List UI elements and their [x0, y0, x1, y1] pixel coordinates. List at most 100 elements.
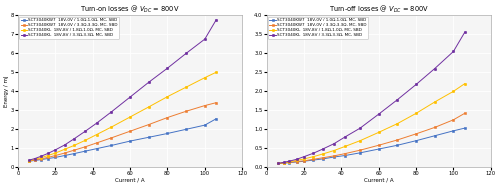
X-axis label: Current / A: Current / A [364, 178, 394, 183]
SCT3040KL  18V,8V / 1.8Ω,1.0Ω, MC, SBD [275, 162, 281, 165]
SCT3040KW7  18V,0V / 1.0Ω,1.0Ω, MC, SBD [432, 135, 438, 137]
SCT3040KL  18V,8V / 1.8Ω,1.0Ω, MC, SBD [202, 76, 208, 79]
Y-axis label: Energy / mJ: Energy / mJ [4, 76, 9, 107]
SCT3040KW7  18V,0V / 3.3Ω,3.3Ω, MC, SBD [32, 159, 38, 161]
SCT3040KW7  18V,0V / 3.3Ω,3.3Ω, MC, SBD [413, 133, 419, 135]
SCT3040KL  18V,8V / 3.3Ω,3.3Ω, MC, SBD [183, 52, 189, 54]
SCT3040KW7  18V,0V / 1.0Ω,1.0Ω, MC, SBD [413, 140, 419, 142]
SCT3040KW7  18V,0V / 1.0Ω,1.0Ω, MC, SBD [164, 132, 170, 135]
SCT3040KL  18V,8V / 1.8Ω,1.0Ω, MC, SBD [26, 160, 32, 162]
SCT3040KW7  18V,0V / 3.3Ω,3.3Ω, MC, SBD [26, 160, 32, 162]
SCT3040KL  18V,8V / 3.3Ω,3.3Ω, MC, SBD [26, 159, 32, 161]
SCT3040KL  18V,8V / 1.8Ω,1.0Ω, MC, SBD [62, 148, 68, 150]
SCT3040KL  18V,8V / 3.3Ω,3.3Ω, MC, SBD [432, 68, 438, 70]
SCT3040KL  18V,8V / 1.8Ω,1.0Ω, MC, SBD [357, 140, 363, 142]
SCT3040KL  18V,8V / 3.3Ω,3.3Ω, MC, SBD [342, 136, 348, 138]
SCT3040KL  18V,8V / 3.3Ω,3.3Ω, MC, SBD [413, 83, 419, 86]
SCT3040KL  18V,8V / 1.8Ω,1.0Ω, MC, SBD [164, 96, 170, 98]
SCT3040KW7  18V,0V / 3.3Ω,3.3Ω, MC, SBD [164, 116, 170, 119]
SCT3040KW7  18V,0V / 1.0Ω,1.0Ω, MC, SBD [32, 159, 38, 162]
SCT3040KW7  18V,0V / 3.3Ω,3.3Ω, MC, SBD [275, 162, 281, 165]
SCT3040KW7  18V,0V / 3.3Ω,3.3Ω, MC, SBD [62, 152, 68, 154]
SCT3040KW7  18V,0V / 1.0Ω,1.0Ω, MC, SBD [213, 118, 219, 120]
SCT3040KL  18V,8V / 1.8Ω,1.0Ω, MC, SBD [52, 152, 59, 154]
SCT3040KL  18V,8V / 3.3Ω,3.3Ω, MC, SBD [108, 111, 114, 113]
SCT3040KW7  18V,0V / 3.3Ω,3.3Ω, MC, SBD [450, 119, 456, 121]
SCT3040KL  18V,8V / 1.8Ω,1.0Ω, MC, SBD [286, 161, 292, 163]
SCT3040KW7  18V,0V / 3.3Ω,3.3Ω, MC, SBD [301, 160, 307, 162]
SCT3040KW7  18V,0V / 1.0Ω,1.0Ω, MC, SBD [357, 152, 363, 154]
SCT3040KW7  18V,0V / 1.0Ω,1.0Ω, MC, SBD [26, 160, 32, 162]
SCT3040KW7  18V,0V / 1.0Ω,1.0Ω, MC, SBD [331, 156, 337, 158]
SCT3040KL  18V,8V / 3.3Ω,3.3Ω, MC, SBD [146, 81, 152, 83]
Line: SCT3040KL  18V,8V / 1.8Ω,1.0Ω, MC, SBD: SCT3040KL 18V,8V / 1.8Ω,1.0Ω, MC, SBD [28, 71, 218, 162]
Line: SCT3040KW7  18V,0V / 1.0Ω,1.0Ω, MC, SBD: SCT3040KW7 18V,0V / 1.0Ω,1.0Ω, MC, SBD [276, 127, 466, 165]
SCT3040KL  18V,8V / 1.8Ω,1.0Ω, MC, SBD [146, 106, 152, 108]
SCT3040KL  18V,8V / 1.8Ω,1.0Ω, MC, SBD [45, 154, 51, 157]
X-axis label: Current / A: Current / A [116, 178, 145, 183]
SCT3040KW7  18V,0V / 3.3Ω,3.3Ω, MC, SBD [331, 155, 337, 157]
SCT3040KW7  18V,0V / 3.3Ω,3.3Ω, MC, SBD [183, 110, 189, 112]
SCT3040KL  18V,8V / 1.8Ω,1.0Ω, MC, SBD [183, 86, 189, 88]
SCT3040KL  18V,8V / 1.8Ω,1.0Ω, MC, SBD [331, 149, 337, 152]
SCT3040KW7  18V,0V / 3.3Ω,3.3Ω, MC, SBD [213, 102, 219, 104]
SCT3040KL  18V,8V / 1.8Ω,1.0Ω, MC, SBD [294, 159, 300, 162]
SCT3040KW7  18V,0V / 1.0Ω,1.0Ω, MC, SBD [280, 162, 286, 164]
SCT3040KL  18V,8V / 1.8Ω,1.0Ω, MC, SBD [376, 131, 382, 134]
SCT3040KL  18V,8V / 1.8Ω,1.0Ω, MC, SBD [320, 153, 326, 155]
SCT3040KW7  18V,0V / 3.3Ω,3.3Ω, MC, SBD [127, 130, 133, 132]
Title: Turn-off losses @ $V_{DC}$ = 800V: Turn-off losses @ $V_{DC}$ = 800V [329, 4, 428, 15]
SCT3040KW7  18V,0V / 3.3Ω,3.3Ω, MC, SBD [280, 162, 286, 164]
SCT3040KW7  18V,0V / 3.3Ω,3.3Ω, MC, SBD [202, 105, 208, 107]
SCT3040KL  18V,8V / 3.3Ω,3.3Ω, MC, SBD [320, 148, 326, 150]
SCT3040KW7  18V,0V / 3.3Ω,3.3Ω, MC, SBD [45, 156, 51, 159]
SCT3040KW7  18V,0V / 3.3Ω,3.3Ω, MC, SBD [376, 144, 382, 146]
SCT3040KW7  18V,0V / 3.3Ω,3.3Ω, MC, SBD [286, 161, 292, 163]
SCT3040KW7  18V,0V / 3.3Ω,3.3Ω, MC, SBD [71, 149, 77, 151]
SCT3040KL  18V,8V / 3.3Ω,3.3Ω, MC, SBD [286, 160, 292, 162]
SCT3040KL  18V,8V / 1.8Ω,1.0Ω, MC, SBD [450, 90, 456, 92]
SCT3040KL  18V,8V / 3.3Ω,3.3Ω, MC, SBD [202, 38, 208, 40]
Line: SCT3040KW7  18V,0V / 3.3Ω,3.3Ω, MC, SBD: SCT3040KW7 18V,0V / 3.3Ω,3.3Ω, MC, SBD [28, 102, 218, 162]
SCT3040KL  18V,8V / 3.3Ω,3.3Ω, MC, SBD [376, 113, 382, 115]
SCT3040KW7  18V,0V / 1.0Ω,1.0Ω, MC, SBD [127, 140, 133, 142]
SCT3040KW7  18V,0V / 1.0Ω,1.0Ω, MC, SBD [183, 128, 189, 130]
SCT3040KW7  18V,0V / 3.3Ω,3.3Ω, MC, SBD [432, 126, 438, 128]
SCT3040KL  18V,8V / 1.8Ω,1.0Ω, MC, SBD [280, 162, 286, 164]
SCT3040KL  18V,8V / 3.3Ω,3.3Ω, MC, SBD [394, 99, 400, 101]
Line: SCT3040KW7  18V,0V / 3.3Ω,3.3Ω, MC, SBD: SCT3040KW7 18V,0V / 3.3Ω,3.3Ω, MC, SBD [276, 112, 466, 165]
SCT3040KW7  18V,0V / 3.3Ω,3.3Ω, MC, SBD [462, 112, 468, 114]
SCT3040KL  18V,8V / 1.8Ω,1.0Ω, MC, SBD [301, 158, 307, 160]
SCT3040KL  18V,8V / 1.8Ω,1.0Ω, MC, SBD [394, 122, 400, 125]
SCT3040KL  18V,8V / 3.3Ω,3.3Ω, MC, SBD [462, 31, 468, 34]
SCT3040KL  18V,8V / 3.3Ω,3.3Ω, MC, SBD [71, 138, 77, 140]
SCT3040KL  18V,8V / 3.3Ω,3.3Ω, MC, SBD [357, 127, 363, 129]
SCT3040KL  18V,8V / 3.3Ω,3.3Ω, MC, SBD [213, 19, 219, 21]
SCT3040KL  18V,8V / 3.3Ω,3.3Ω, MC, SBD [164, 67, 170, 69]
SCT3040KW7  18V,0V / 1.0Ω,1.0Ω, MC, SBD [146, 136, 152, 138]
SCT3040KL  18V,8V / 1.8Ω,1.0Ω, MC, SBD [310, 156, 316, 158]
SCT3040KW7  18V,0V / 1.0Ω,1.0Ω, MC, SBD [294, 161, 300, 163]
SCT3040KL  18V,8V / 3.3Ω,3.3Ω, MC, SBD [127, 96, 133, 98]
SCT3040KW7  18V,0V / 3.3Ω,3.3Ω, MC, SBD [357, 149, 363, 151]
SCT3040KL  18V,8V / 3.3Ω,3.3Ω, MC, SBD [45, 152, 51, 154]
Line: SCT3040KL  18V,8V / 3.3Ω,3.3Ω, MC, SBD: SCT3040KL 18V,8V / 3.3Ω,3.3Ω, MC, SBD [276, 31, 466, 165]
SCT3040KW7  18V,0V / 1.0Ω,1.0Ω, MC, SBD [94, 148, 100, 150]
SCT3040KL  18V,8V / 1.8Ω,1.0Ω, MC, SBD [82, 139, 88, 141]
SCT3040KW7  18V,0V / 1.0Ω,1.0Ω, MC, SBD [301, 160, 307, 162]
SCT3040KL  18V,8V / 1.8Ω,1.0Ω, MC, SBD [32, 158, 38, 160]
SCT3040KL  18V,8V / 3.3Ω,3.3Ω, MC, SBD [94, 122, 100, 124]
SCT3040KL  18V,8V / 3.3Ω,3.3Ω, MC, SBD [82, 130, 88, 132]
SCT3040KL  18V,8V / 3.3Ω,3.3Ω, MC, SBD [331, 143, 337, 145]
SCT3040KW7  18V,0V / 1.0Ω,1.0Ω, MC, SBD [394, 144, 400, 146]
SCT3040KW7  18V,0V / 1.0Ω,1.0Ω, MC, SBD [62, 154, 68, 157]
SCT3040KL  18V,8V / 1.8Ω,1.0Ω, MC, SBD [342, 145, 348, 148]
SCT3040KL  18V,8V / 3.3Ω,3.3Ω, MC, SBD [52, 149, 59, 151]
SCT3040KW7  18V,0V / 1.0Ω,1.0Ω, MC, SBD [275, 162, 281, 165]
SCT3040KW7  18V,0V / 1.0Ω,1.0Ω, MC, SBD [45, 157, 51, 160]
SCT3040KL  18V,8V / 1.8Ω,1.0Ω, MC, SBD [94, 134, 100, 136]
Legend: SCT3040KW7  18V,0V / 1.0Ω,1.0Ω, MC, SBD, SCT3040KW7  18V,0V / 3.3Ω,3.3Ω, MC, SBD: SCT3040KW7 18V,0V / 1.0Ω,1.0Ω, MC, SBD, … [20, 17, 119, 39]
Line: SCT3040KW7  18V,0V / 1.0Ω,1.0Ω, MC, SBD: SCT3040KW7 18V,0V / 1.0Ω,1.0Ω, MC, SBD [28, 118, 218, 163]
SCT3040KL  18V,8V / 1.8Ω,1.0Ω, MC, SBD [71, 144, 77, 147]
SCT3040KW7  18V,0V / 3.3Ω,3.3Ω, MC, SBD [52, 154, 59, 157]
